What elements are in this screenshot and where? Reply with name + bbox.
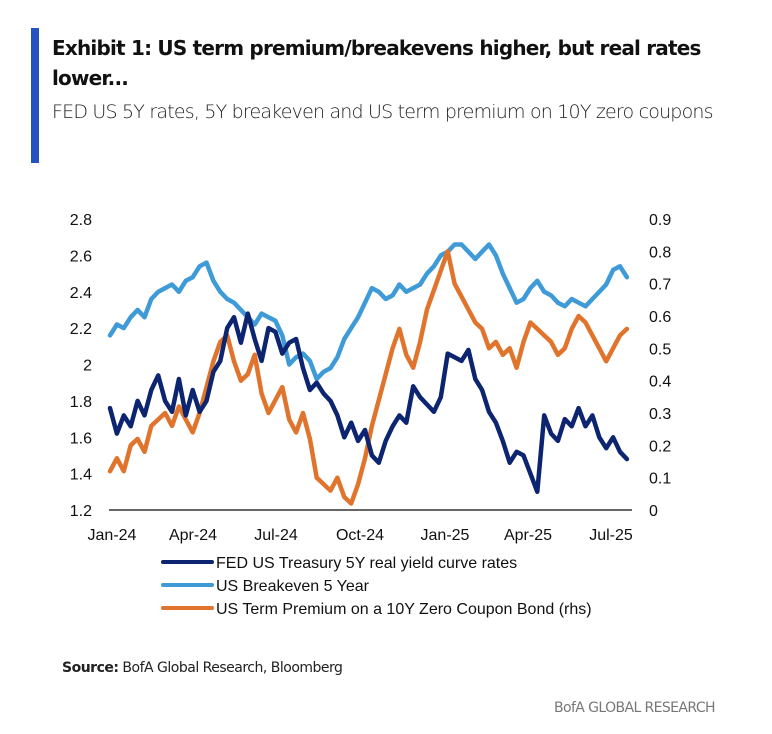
y-right-tick-label: 0.9	[649, 212, 671, 229]
source-text: BofA Global Research, Bloomberg	[122, 660, 343, 676]
y-right-tick-label: 0.4	[649, 374, 671, 391]
y-axis-right: 0 0.1 0.2 0.3 0.4 0.5 0.6 0.7 0.8 0.9	[649, 212, 671, 520]
y-left-tick-label: 2.8	[70, 212, 92, 229]
brand-footer: BofA GLOBAL RESEARCH	[554, 700, 716, 716]
x-tick-label: Jul-24	[254, 527, 298, 544]
y-right-tick-label: 0.8	[649, 244, 671, 261]
chart-title: Exhibit 1: US term premium/breakevens hi…	[52, 36, 701, 90]
y-left-tick-label: 2.2	[70, 321, 92, 338]
y-axis-left: 1.2 1.4 1.6 1.8 2 2.2 2.4 2.6 2.8	[70, 212, 92, 520]
x-tick-label: Apr-25	[504, 527, 552, 544]
legend-label: US Term Premium on a 10Y Zero Coupon Bon…	[216, 601, 592, 618]
y-left-tick-label: 1.8	[70, 394, 92, 411]
y-right-tick-label: 0.1	[649, 471, 671, 488]
y-right-tick-label: 0.2	[649, 438, 671, 455]
chart-subtitle: FED US 5Y rates, 5Y breakeven and US ter…	[52, 101, 714, 123]
x-tick-label: Jan-24	[88, 527, 137, 544]
y-right-tick-label: 0.3	[649, 406, 671, 423]
source-label: Source:	[62, 660, 119, 676]
y-left-tick-label: 2.6	[70, 248, 92, 265]
y-left-tick-label: 1.2	[70, 503, 92, 520]
legend-label: FED US Treasury 5Y real yield curve rate…	[216, 555, 517, 572]
y-right-tick-label: 0.5	[649, 341, 671, 358]
series-line-real-yield	[107, 311, 630, 495]
legend-label: US Breakeven 5 Year	[216, 578, 370, 595]
y-right-tick-label: 0.6	[649, 309, 671, 326]
y-right-tick-label: 0.7	[649, 277, 671, 294]
legend: FED US Treasury 5Y real yield curve rate…	[161, 555, 592, 618]
y-left-tick-label: 2.4	[70, 285, 92, 302]
x-tick-label: Jul-25	[589, 527, 633, 544]
x-tick-label: Jan-25	[421, 527, 470, 544]
series-line-term-premium	[107, 249, 630, 506]
source-note: Source: BofA Global Research, Bloomberg	[62, 660, 343, 676]
y-left-tick-label: 1.6	[70, 430, 92, 447]
y-right-tick-label: 0	[649, 503, 658, 520]
x-tick-label: Apr-24	[169, 527, 217, 544]
y-left-tick-label: 2	[83, 358, 92, 375]
x-tick-label: Oct-24	[336, 527, 384, 544]
series-layer	[107, 242, 630, 506]
accent-bar	[31, 28, 39, 163]
y-left-tick-label: 1.4	[70, 467, 92, 484]
series-line-breakeven	[107, 242, 630, 382]
x-axis: Jan-24 Apr-24 Jul-24 Oct-24 Jan-25 Apr-25 Jul-…	[88, 527, 633, 544]
